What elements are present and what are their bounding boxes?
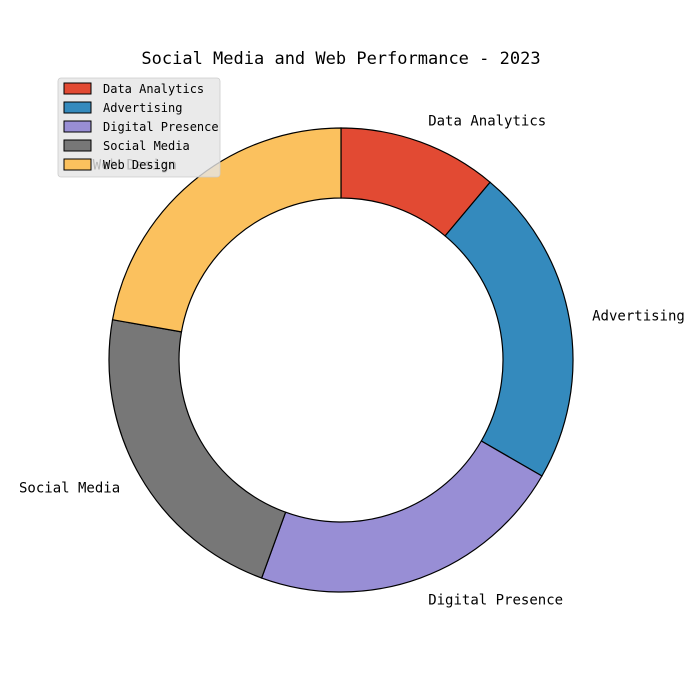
slice-social-media [108,319,287,579]
slice-web-design [111,127,342,333]
legend-label-data-analytics: Data Analytics [103,82,204,96]
chart-title: Social Media and Web Performance - 2023 [141,49,540,69]
legend-swatch-data-analytics [63,82,92,95]
legend-swatch-web-design [63,158,92,171]
slice-digital-presence [260,440,543,593]
legend-label-web-design: Web Design [103,158,175,172]
legend-label-digital-presence: Digital Presence [103,120,219,134]
slice-label-advertising: Advertising [592,309,685,325]
slice-label-digital-presence: Digital Presence [428,593,563,609]
legend-swatch-advertising [63,101,92,114]
legend-frame [57,77,221,178]
legend-label-social-media: Social Media [103,139,190,153]
legend-swatch-digital-presence [63,120,92,133]
donut-slices [108,127,574,593]
legend: Data Analytics Advertising Digital Presenc… [57,77,221,178]
legend-label-advertising: Advertising [103,101,182,115]
slice-label-data-analytics: Data Analytics [428,113,546,129]
slice-label-social-media: Social Media [19,481,120,497]
legend-swatch-social-media [63,139,92,152]
slice-advertising [444,181,574,477]
